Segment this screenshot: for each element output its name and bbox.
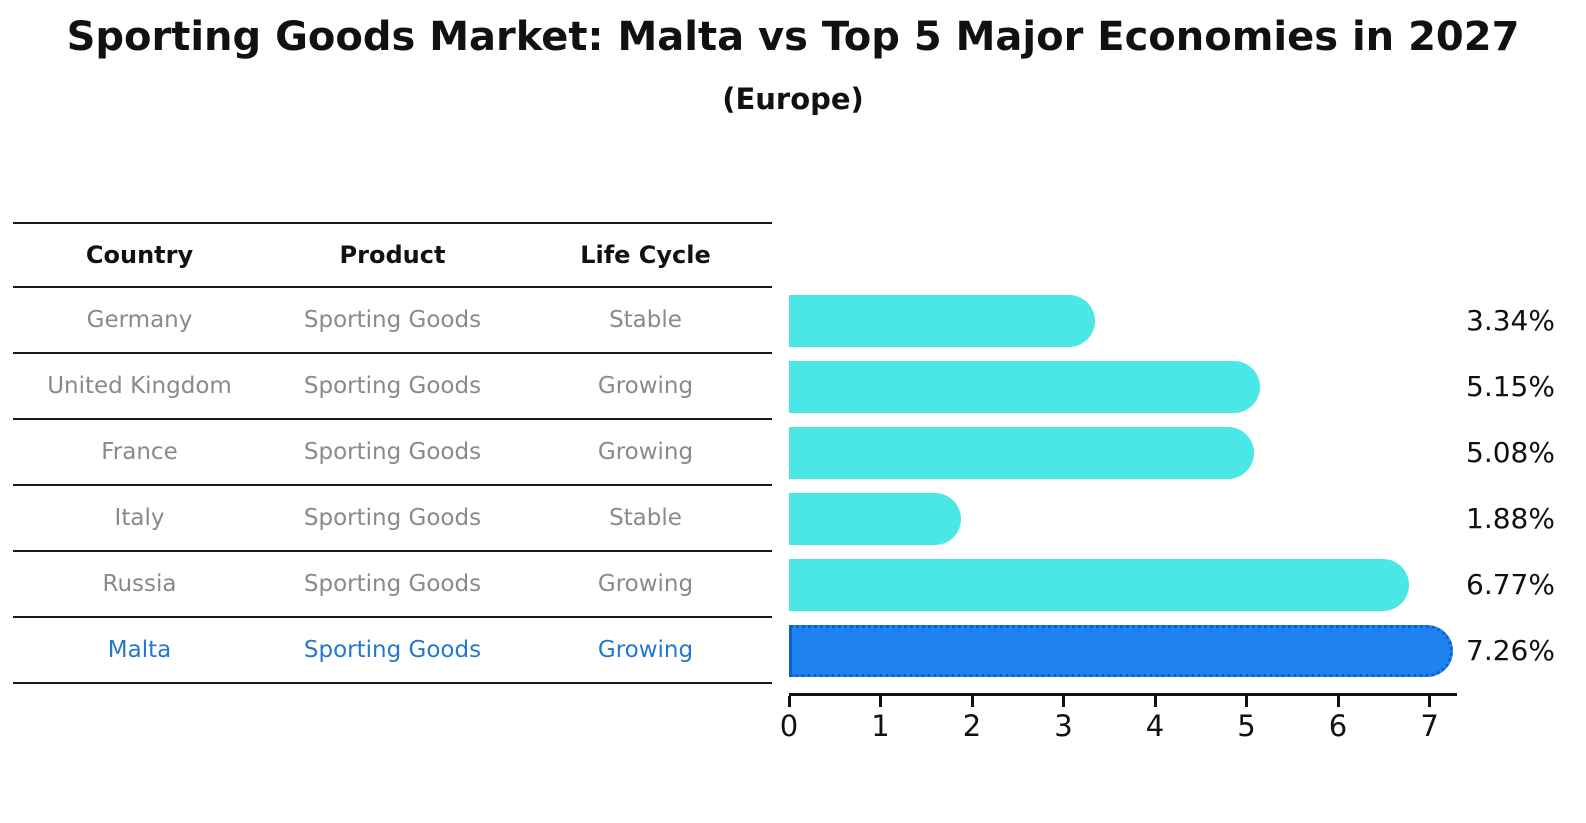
bar-value-label: 1.88% <box>1466 502 1555 535</box>
table-row: Russia Sporting Goods Growing <box>13 552 772 618</box>
bar-value-label: 3.34% <box>1466 304 1555 337</box>
x-tick-mark <box>787 696 791 707</box>
column-header-country: Country <box>85 241 194 269</box>
table-cell-life-cycle: Growing <box>597 373 694 399</box>
table-cell-life-cycle: Growing <box>597 637 694 663</box>
x-tick-label: 1 <box>871 709 890 743</box>
x-tick-mark <box>1245 696 1249 707</box>
x-tick-label: 2 <box>962 709 982 743</box>
x-tick-mark <box>1062 696 1066 707</box>
table-cell-product: Sporting Goods <box>303 571 482 597</box>
table-cell-life-cycle: Growing <box>597 439 694 465</box>
chart-title: Sporting Goods Market: Malta vs Top 5 Ma… <box>66 14 1520 60</box>
bar-value-label: 6.77% <box>1466 568 1555 601</box>
table-row: Italy Sporting Goods Stable <box>13 486 772 552</box>
table-cell-life-cycle: Stable <box>609 307 682 333</box>
bar-plot-area <box>789 288 1457 684</box>
table-row: France Sporting Goods Growing <box>13 420 772 486</box>
table-cell-country: Germany <box>86 307 193 333</box>
x-tick-mark <box>1336 696 1340 707</box>
table-cell-product: Sporting Goods <box>303 637 482 663</box>
bar-value-label: 5.15% <box>1466 370 1555 403</box>
column-header-product: Product <box>339 241 446 269</box>
bar-value-label: 5.08% <box>1466 436 1555 469</box>
chart-subtitle: (Europe) <box>722 82 864 116</box>
x-tick-mark <box>1153 696 1157 707</box>
table-cell-product: Sporting Goods <box>303 307 482 333</box>
table-cell-life-cycle: Stable <box>609 505 682 531</box>
column-header-life-cycle: Life Cycle <box>580 241 711 269</box>
bar <box>789 361 1261 413</box>
x-tick-label: 7 <box>1420 709 1439 743</box>
x-tick-label: 3 <box>1054 709 1073 743</box>
x-axis-line <box>789 693 1457 696</box>
table-row: Malta Sporting Goods Growing <box>13 618 772 684</box>
table-header-row: Country Product Life Cycle <box>13 222 772 288</box>
x-tick-mark <box>1428 696 1432 707</box>
table-cell-country: Russia <box>102 571 177 597</box>
table-cell-country: Italy <box>114 505 165 531</box>
table-cell-country: Malta <box>107 637 172 663</box>
x-tick-label: 0 <box>779 709 799 743</box>
value-labels: 3.34% 5.15% 5.08% 1.88% 6.77% 7.26% <box>1466 288 1584 684</box>
table-cell-product: Sporting Goods <box>303 439 482 465</box>
x-tick-label: 4 <box>1145 709 1165 743</box>
data-table: Country Product Life Cycle Germany Sporti… <box>13 222 772 684</box>
x-tick-label: 5 <box>1237 709 1256 743</box>
x-tick-mark <box>879 696 882 707</box>
bar <box>789 295 1095 347</box>
x-axis: 0 1 2 3 4 5 6 7 <box>780 693 1457 753</box>
table-row: United Kingdom Sporting Goods Growing <box>13 354 772 420</box>
table-cell-country: France <box>101 439 178 465</box>
table-row: Germany Sporting Goods Stable <box>13 288 772 354</box>
x-tick-label: 6 <box>1328 709 1348 743</box>
bar-highlighted <box>789 625 1454 677</box>
table-cell-country: United Kingdom <box>47 373 232 399</box>
bar-value-label: 7.26% <box>1466 634 1555 667</box>
bar <box>789 493 962 545</box>
table-body: Germany Sporting Goods Stable United Kingdo… <box>13 288 772 684</box>
x-tick-mark <box>970 696 974 707</box>
table-cell-product: Sporting Goods <box>303 505 482 531</box>
bar <box>789 559 1409 611</box>
table-cell-product: Sporting Goods <box>303 373 482 399</box>
bar <box>789 427 1254 479</box>
table-cell-life-cycle: Growing <box>597 571 694 597</box>
